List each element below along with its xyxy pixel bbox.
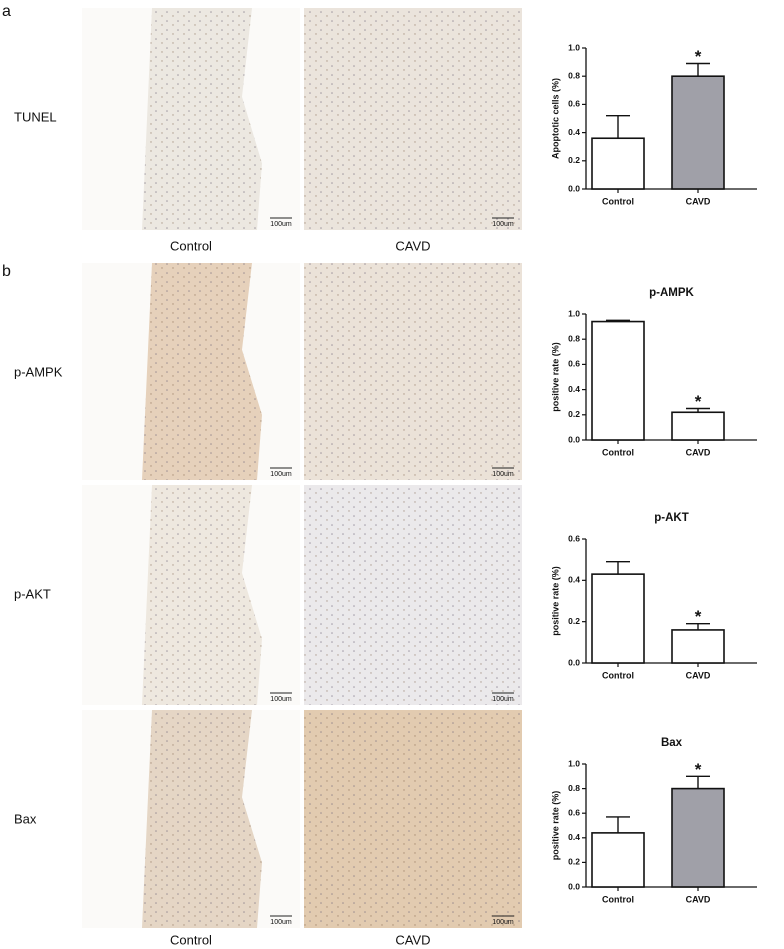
y-tick-label: 0.8 bbox=[568, 333, 580, 343]
scale-bar-label: 100um bbox=[270, 696, 292, 703]
panel-label: a bbox=[2, 3, 11, 20]
y-tick-label: 0.0 bbox=[568, 183, 580, 193]
scale-bar-label: 100um bbox=[270, 471, 292, 478]
x-tick-label: Control bbox=[602, 670, 634, 680]
column-label: Control bbox=[170, 932, 212, 947]
scale-bar-label: 100um bbox=[492, 221, 514, 228]
x-tick-label: Control bbox=[602, 196, 634, 206]
chart-title: p-AMPK bbox=[649, 287, 694, 299]
y-tick-label: 0.4 bbox=[568, 575, 580, 585]
scale-bar-label: 100um bbox=[270, 919, 292, 926]
tissue-nuclei bbox=[304, 710, 522, 928]
bar bbox=[591, 137, 645, 190]
y-tick-label: 0.4 bbox=[568, 832, 580, 842]
y-tick-label: 0.2 bbox=[568, 616, 580, 626]
bar bbox=[591, 320, 645, 441]
scale-bar-label: 100um bbox=[270, 221, 292, 228]
y-tick-label: 0.2 bbox=[568, 155, 580, 165]
y-tick-label: 0.2 bbox=[568, 857, 580, 867]
y-axis-label: positive rate (%) bbox=[550, 342, 560, 412]
panel-label: b bbox=[2, 263, 11, 280]
bar bbox=[591, 832, 645, 888]
y-axis-label: positive rate (%) bbox=[550, 791, 560, 861]
y-tick-label: 0.8 bbox=[568, 783, 580, 793]
y-tick-label: 0.6 bbox=[568, 807, 580, 817]
tissue-nuclei bbox=[142, 710, 262, 928]
scale-bar-label: 100um bbox=[492, 696, 514, 703]
row-label: p-AMPK bbox=[14, 364, 63, 379]
bar bbox=[671, 629, 725, 664]
y-tick-label: 0.2 bbox=[568, 409, 580, 419]
y-tick-label: 0.8 bbox=[568, 70, 580, 80]
y-tick-label: 0.0 bbox=[568, 657, 580, 667]
bar bbox=[591, 573, 645, 664]
x-tick-label: Control bbox=[602, 894, 634, 904]
y-axis-label: Apoptotic cells (%) bbox=[550, 78, 560, 159]
tissue-nuclei bbox=[142, 485, 262, 705]
chart-title: Bax bbox=[661, 737, 683, 749]
tissue-nuclei bbox=[304, 8, 522, 230]
tissue-nuclei bbox=[142, 8, 262, 230]
significance-mark: * bbox=[695, 607, 702, 626]
y-tick-label: 1.0 bbox=[568, 308, 580, 318]
x-tick-label: CAVD bbox=[686, 894, 711, 904]
y-tick-label: 0.6 bbox=[568, 533, 580, 543]
x-tick-label: Control bbox=[602, 447, 634, 457]
y-tick-label: 0.4 bbox=[568, 384, 580, 394]
scale-bar-label: 100um bbox=[492, 919, 514, 926]
y-tick-label: 0.6 bbox=[568, 99, 580, 109]
tissue-nuclei bbox=[142, 263, 262, 480]
scale-bar-label: 100um bbox=[492, 471, 514, 478]
bar bbox=[671, 75, 725, 190]
row-label: p-AKT bbox=[14, 586, 51, 601]
y-tick-label: 0.0 bbox=[568, 881, 580, 891]
tissue-nuclei bbox=[304, 485, 522, 705]
column-label: CAVD bbox=[395, 238, 430, 253]
chart-title: p-AKT bbox=[654, 512, 689, 524]
y-tick-label: 1.0 bbox=[568, 42, 580, 52]
y-axis-label: positive rate (%) bbox=[550, 566, 560, 636]
y-tick-label: 0.6 bbox=[568, 359, 580, 369]
significance-mark: * bbox=[695, 760, 702, 779]
x-tick-label: CAVD bbox=[686, 447, 711, 457]
significance-mark: * bbox=[695, 392, 702, 411]
bar bbox=[671, 787, 725, 888]
tissue-nuclei bbox=[304, 263, 522, 480]
column-label: CAVD bbox=[395, 932, 430, 947]
x-tick-label: CAVD bbox=[686, 670, 711, 680]
column-label: Control bbox=[170, 238, 212, 253]
bar bbox=[671, 411, 725, 441]
row-label: TUNEL bbox=[14, 109, 57, 124]
y-tick-label: 1.0 bbox=[568, 758, 580, 768]
significance-mark: * bbox=[695, 47, 702, 66]
y-tick-label: 0.4 bbox=[568, 127, 580, 137]
y-tick-label: 0.0 bbox=[568, 434, 580, 444]
x-tick-label: CAVD bbox=[686, 196, 711, 206]
row-label: Bax bbox=[14, 811, 37, 826]
